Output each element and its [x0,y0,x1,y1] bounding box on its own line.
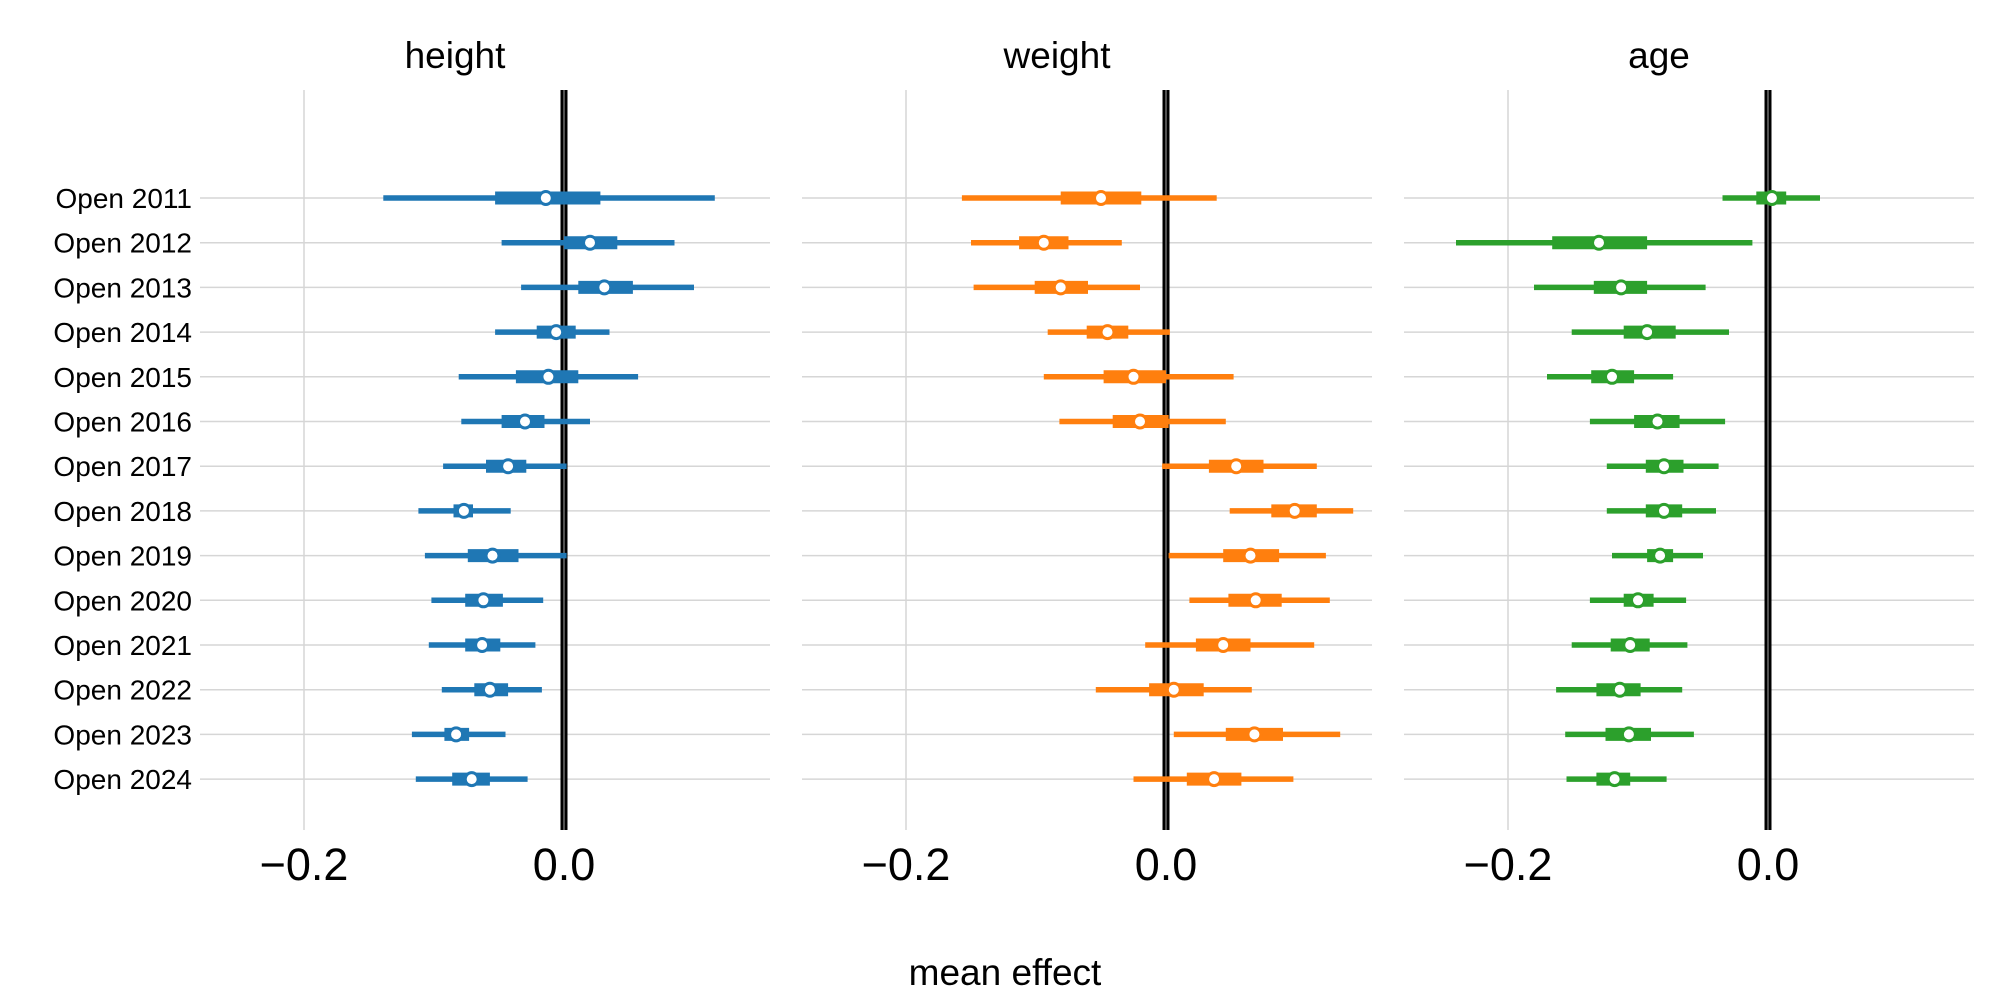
mean-point [475,592,492,609]
mean-point [455,502,472,519]
x-axis-title: mean effect [909,952,1102,993]
mean-point [1639,324,1656,341]
row-label: Open 2018 [53,496,192,527]
mean-point [1286,502,1303,519]
mean-point [1246,726,1263,743]
row-label: Open 2021 [53,630,192,661]
row-label: Open 2016 [53,407,192,438]
row-label: Open 2020 [53,585,192,616]
mean-point [448,726,465,743]
row-label: Open 2019 [53,541,192,572]
mean-point [1093,190,1109,206]
mean-point [1035,234,1052,251]
mean-point [1606,771,1623,788]
mean-point [537,190,554,206]
panel-age: −0.2 0.0 age [1404,35,1974,890]
mean-point [1228,458,1245,475]
row-label: Open 2011 [56,183,193,214]
mean-point [596,279,613,296]
panel-title: height [405,35,507,76]
panel-height: −0.2 0.0 height [200,35,770,890]
mean-point [1165,681,1182,698]
mean-point [1656,502,1672,519]
row-label: Open 2015 [53,362,192,393]
mean-point [500,458,517,475]
mean-point [1611,681,1628,698]
mean-point [1763,190,1780,206]
panel-title: age [1628,35,1690,76]
mean-point [1652,547,1669,564]
panel-title: weight [1003,35,1112,76]
x-tick-label: 0.0 [1737,839,1800,890]
row-label: Open 2017 [53,451,192,482]
x-tick-label: 0.0 [533,839,596,890]
mean-point [1132,413,1148,430]
mean-point [548,324,565,341]
mean-point [1099,324,1116,341]
mean-point [1613,279,1630,296]
mean-point [1242,547,1259,564]
mean-point [1622,637,1639,653]
x-tick-label: 0.0 [1135,839,1198,890]
mean-point [1052,279,1069,296]
row-label: Open 2012 [53,228,192,259]
x-tick-label: −0.2 [862,839,951,890]
mean-point [1125,368,1142,385]
row-label: Open 2014 [53,317,192,348]
mean-point [463,771,480,788]
mean-point [1649,413,1666,430]
row-label: Open 2023 [53,719,192,750]
panels: −0.2 0.0 height −0.2 0.0 weight −0.2 0.0 age [200,35,1974,890]
mean-point [1247,592,1264,609]
mean-point [1215,637,1232,653]
mean-point [1206,771,1223,788]
mean-point [1656,458,1672,475]
x-tick-label: −0.2 [260,839,349,890]
panel-weight: −0.2 0.0 weight [802,35,1372,890]
mean-point [1591,234,1607,251]
row-label: Open 2024 [53,764,192,795]
mean-point [540,368,557,385]
mean-point [484,547,501,564]
row-labels: Open 2011 Open 2012 Open 2013 Open 2014 Open… [53,183,192,795]
row-label: Open 2013 [53,272,192,303]
mean-point [517,413,533,430]
mean-point [481,681,498,698]
x-tick-label: −0.2 [1464,839,1553,890]
row-label: Open 2022 [53,675,192,706]
mean-point [1604,368,1620,385]
mean-point [1620,726,1637,743]
mean-point [474,637,491,653]
mean-point [582,234,598,251]
mean-point [1630,592,1646,609]
